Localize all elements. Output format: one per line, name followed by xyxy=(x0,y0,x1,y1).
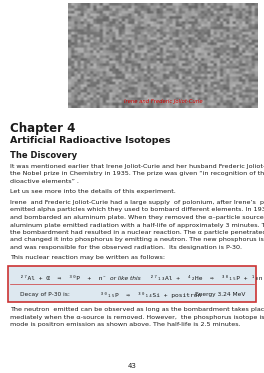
Text: 43: 43 xyxy=(128,363,136,369)
Text: ²⁷Al + α  ⇒  ³⁰P  +  n̄: ²⁷Al + α ⇒ ³⁰P + n̄ xyxy=(20,276,106,281)
Text: It was mentioned earlier that Irene Joliot-Curie and her husband Frederic Joliot: It was mentioned earlier that Irene Joli… xyxy=(10,164,264,169)
Text: or like this: or like this xyxy=(110,276,141,281)
Text: mediately when the α-source is removed. However,  the phosphorus isotope is radi: mediately when the α-source is removed. … xyxy=(10,314,264,320)
Text: ³⁰₁₅P  ⇒  ³⁰₁₄Si + positron: ³⁰₁₅P ⇒ ³⁰₁₄Si + positron xyxy=(100,292,201,298)
Text: The Discovery: The Discovery xyxy=(10,151,77,160)
Text: This nuclear reaction may be written as follows:: This nuclear reaction may be written as … xyxy=(10,256,165,260)
Text: Irene  and Frederic Joliot-Curie had a large supply  of polonium, after Irene’s : Irene and Frederic Joliot-Curie had a la… xyxy=(10,200,264,205)
Text: Energy 3.24 MeV: Energy 3.24 MeV xyxy=(195,292,245,297)
Text: and was responsible for the observed radiation.  Its designation is P-30.: and was responsible for the observed rad… xyxy=(10,245,242,250)
Text: mode is positron emission as shown above. The half-life is 2.5 minutes.: mode is positron emission as shown above… xyxy=(10,322,241,327)
FancyBboxPatch shape xyxy=(8,266,256,302)
Text: the Nobel prize in Chemistry in 1935. The prize was given “in recognition of the: the Nobel prize in Chemistry in 1935. Th… xyxy=(10,172,264,176)
Text: Chapter 4: Chapter 4 xyxy=(10,122,76,135)
Text: aluminum plate emitted radiation with a half-life of approximately 3 minutes. Th: aluminum plate emitted radiation with a … xyxy=(10,223,264,228)
Text: The neutron  emitted can be observed as long as the bombardment takes place, but: The neutron emitted can be observed as l… xyxy=(10,307,264,312)
Text: the bombardment had resulted in a nuclear reaction. The α particle penetrated th: the bombardment had resulted in a nuclea… xyxy=(10,230,264,235)
Text: Irene and Frederic Joliot-Curie: Irene and Frederic Joliot-Curie xyxy=(124,99,202,104)
Text: dioactive elements” .: dioactive elements” . xyxy=(10,179,79,184)
Text: ²⁷₁₃Al +  ⁴₂He  ⇒  ³⁰₁₅P + ¹₀n: ²⁷₁₃Al + ⁴₂He ⇒ ³⁰₁₅P + ¹₀n xyxy=(150,276,262,281)
Text: Let us see more into the details of this experiment.: Let us see more into the details of this… xyxy=(10,189,176,194)
Text: and bombarded an aluminum plate. When they removed the α–particle source, it app: and bombarded an aluminum plate. When th… xyxy=(10,215,264,220)
Text: Decay of P-30 is:: Decay of P-30 is: xyxy=(20,292,70,297)
Text: and changed it into phosphorus by emitting a neutron. The new phosphorus isotope: and changed it into phosphorus by emitti… xyxy=(10,238,264,242)
Text: Artificial Radioactive Isotopes: Artificial Radioactive Isotopes xyxy=(10,136,171,145)
Text: emitted alpha particles which they used to bombard different elements. In 1933 t: emitted alpha particles which they used … xyxy=(10,207,264,213)
